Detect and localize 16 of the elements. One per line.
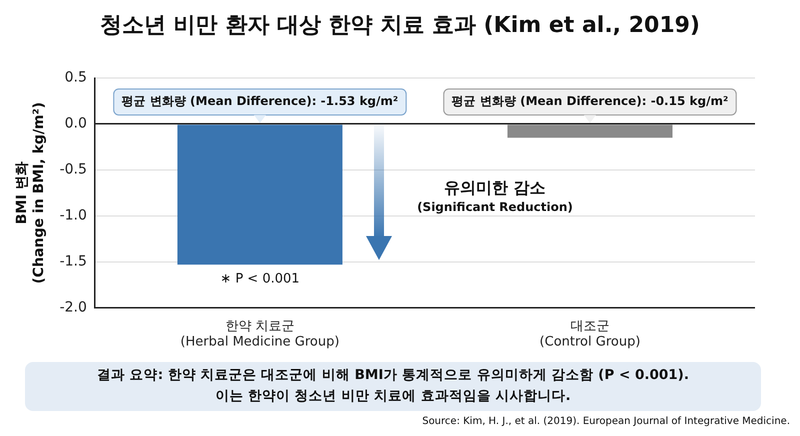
y-tick-label: -1.0: [60, 208, 87, 224]
source-note: Source: Kim, H. J., et al. (2019). European Journal of Integrative Medicine.: [422, 416, 790, 427]
annotation: 평균 변화량 (Mean Difference): -1.53 kg/m²: [122, 94, 398, 108]
x-tick-label: 한약 치료군 (Herbal Medicine Group): [180, 318, 340, 350]
y-axis-title: BMI 변화 (Change in BMI, kg/m²): [14, 102, 47, 284]
y-tick-label: 0.5: [64, 70, 87, 86]
y-tick-label: -0.5: [60, 162, 87, 178]
y-tick-label: 0.0: [64, 116, 87, 132]
annotation: ∗ P < 0.001: [220, 271, 300, 286]
annotation: 평균 변화량 (Mean Difference): -0.15 kg/m²: [452, 94, 728, 108]
x-tick-label: 대조군 (Control Group): [540, 318, 640, 350]
y-tick-label: -1.5: [60, 253, 87, 270]
y-tick-label: -2.0: [60, 299, 87, 316]
chart-title: 청소년 비만 환자 대상 한약 치료 효과 (Kim et al., 2019): [99, 12, 701, 40]
text: 결과 요약: 한약 치료군은 대조군에 비해 BMI가 통계적으로 유의미하게 감소함 (P < 0.001). 이는 한약이 청소년 비만 치료에 효과적임을 시사합니다.: [96, 366, 690, 406]
annotation: 유의미한 감소 (Significant Reduction): [417, 178, 573, 214]
